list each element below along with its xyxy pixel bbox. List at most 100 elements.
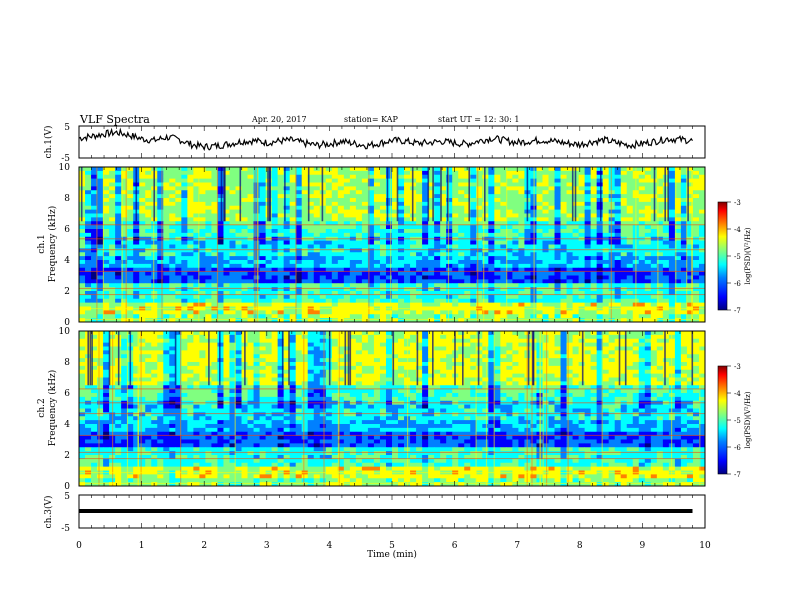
- spectrogram-cell: [163, 194, 170, 199]
- spectrogram-cell: [446, 225, 453, 230]
- spectrogram-cell: [91, 331, 98, 336]
- spectrogram-cell: [253, 338, 260, 344]
- spectrogram-cell: [542, 279, 549, 284]
- spectrogram-cell: [440, 170, 447, 176]
- spectrogram-cell: [139, 170, 146, 176]
- spectrogram-cell: [145, 287, 152, 292]
- spectrogram-cell: [169, 170, 176, 176]
- spectrogram-cell: [500, 198, 507, 203]
- spectrogram-cell: [139, 186, 146, 191]
- spectrogram-cell: [367, 190, 375, 195]
- spectrogram-cell: [199, 244, 206, 249]
- spectrogram-cell: [590, 221, 598, 226]
- spectrogram-cell: [325, 170, 333, 176]
- spectrogram-cell: [205, 275, 212, 280]
- spectrogram-cell: [494, 209, 501, 214]
- spectrogram-cell: [103, 201, 110, 207]
- spectrogram-cell: [620, 291, 628, 296]
- spectrogram-cell: [656, 302, 664, 307]
- spectrogram-cell: [145, 205, 152, 211]
- spectrogram-cell: [241, 294, 248, 300]
- spectrogram-cell: [277, 294, 285, 300]
- spectrogram-cell: [398, 201, 405, 207]
- spectrogram-cell: [494, 252, 501, 257]
- spectrogram-cell: [578, 248, 586, 253]
- spectrogram-cell: [271, 256, 279, 261]
- spectrogram-cell: [674, 342, 682, 347]
- spectrogram-cell: [578, 279, 586, 284]
- spectrogram-cell: [602, 287, 610, 292]
- spectrogram-cell: [644, 342, 652, 347]
- spectrogram-cell: [656, 194, 664, 199]
- spectrogram-cell: [578, 174, 586, 180]
- spectrogram-cell: [674, 248, 682, 253]
- spectrogram-cell: [349, 201, 357, 207]
- spectrogram-cell: [398, 331, 405, 336]
- spectrogram-cell: [686, 252, 694, 257]
- spectrogram-cell: [181, 314, 188, 319]
- spectrogram-cell: [349, 229, 357, 234]
- spectrogram-cell: [301, 252, 309, 257]
- spectrogram-cell: [596, 338, 604, 344]
- spectrogram-cell: [139, 283, 146, 288]
- spectrogram-cell: [692, 232, 700, 238]
- spectrogram-cell: [223, 221, 230, 226]
- spectrogram-cell: [428, 194, 435, 199]
- spectrogram-cell: [79, 302, 86, 307]
- spectrogram-cell: [157, 283, 164, 288]
- spectrogram-cell: [97, 346, 104, 351]
- spectrogram-cell: [163, 232, 170, 238]
- spectrogram-cell: [698, 190, 706, 195]
- spectrogram-cell: [307, 294, 315, 300]
- spectrogram-cell: [163, 256, 170, 261]
- spectrogram-cell: [662, 256, 670, 261]
- spectrogram-cell: [133, 271, 140, 276]
- spectrogram-cell: [313, 213, 321, 218]
- spectrogram-cell: [422, 178, 429, 183]
- spectrogram-cell: [434, 190, 441, 195]
- spectrogram-spike: [102, 167, 104, 322]
- spectrogram-cell: [187, 248, 194, 253]
- spectrogram-cell: [626, 314, 634, 319]
- spectrogram-cell: [668, 201, 676, 207]
- spectrogram-cell: [283, 263, 291, 269]
- spectrogram-cell: [301, 174, 309, 180]
- spectrogram-cell: [548, 346, 555, 351]
- spectrogram-cell: [313, 201, 321, 207]
- spectrogram-cell: [91, 298, 98, 304]
- spectrogram-cell: [620, 190, 628, 195]
- spectrogram-cell: [410, 256, 417, 261]
- spectrogram-cell: [295, 170, 303, 176]
- spectrogram-cell: [662, 178, 670, 183]
- spectrogram-cell: [614, 279, 622, 284]
- spectrogram-cell: [584, 346, 592, 351]
- spectrogram-cell: [434, 298, 441, 304]
- spectrogram-cell: [554, 205, 561, 211]
- spectrogram-cell: [452, 267, 459, 273]
- date-label: Apr. 20, 2017: [251, 115, 307, 124]
- spectrogram-cell: [458, 314, 465, 319]
- spectrogram-cell: [97, 256, 104, 261]
- spectrogram-cell: [223, 232, 230, 238]
- spectrogram-cell: [151, 346, 158, 351]
- spectrogram-cell: [494, 186, 501, 191]
- spectrogram-cell: [127, 182, 134, 187]
- spectrogram-cell: [572, 342, 579, 347]
- spectrogram-cell: [343, 283, 351, 288]
- spectrogram-cell: [79, 338, 86, 344]
- spectrogram-cell: [349, 178, 357, 183]
- spectrogram-cell: [331, 225, 339, 230]
- spectrogram-cell: [211, 170, 218, 176]
- spectrogram-cell: [446, 174, 453, 180]
- spectrogram-cell: [542, 248, 549, 253]
- spectrogram-cell: [518, 294, 525, 300]
- spectrogram-cell: [115, 244, 122, 249]
- spectrogram-cell: [247, 298, 254, 304]
- spectrogram-cell: [115, 225, 122, 230]
- spectrogram-cell: [548, 334, 555, 340]
- spectrogram-cell: [331, 217, 339, 222]
- spectrogram-cell: [367, 225, 375, 230]
- spectrogram-cell: [446, 260, 453, 265]
- spectrogram-cell: [548, 252, 555, 257]
- spectrogram-cell: [662, 287, 670, 292]
